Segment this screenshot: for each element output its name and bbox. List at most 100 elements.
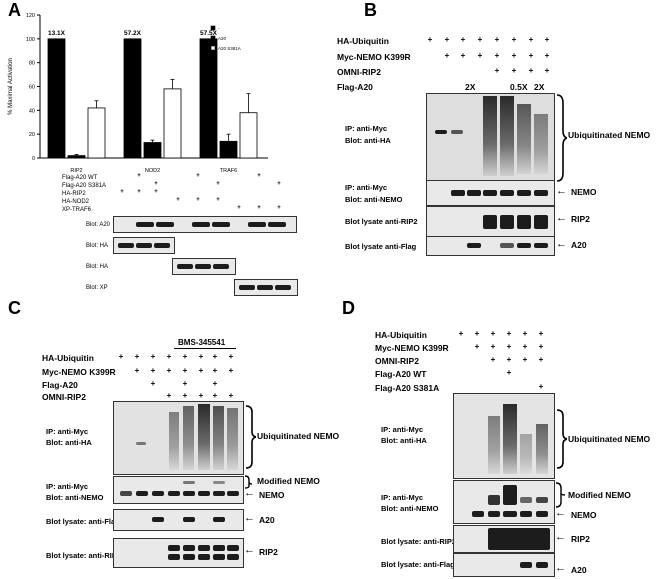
d-brace-modified <box>555 482 565 508</box>
bar-nod2-2 <box>163 88 182 159</box>
category-label-1: NOD2 <box>145 168 160 174</box>
c-ann-a20: A20 <box>259 515 275 525</box>
gridA-plus-r3-c4: + <box>196 197 200 203</box>
d-row3: Blot lysate: anti-RIP2 <box>381 537 457 546</box>
b-ann-rip2: RIP2 <box>571 214 590 224</box>
gridC-plus-r0-c7: + <box>228 352 234 361</box>
gridB-plus-r0-c2: + <box>460 35 466 44</box>
blot-a-label-4: Blot: XP <box>86 285 108 291</box>
gridB-plus-r1-c4: + <box>494 51 500 60</box>
gridC-plus-r1-c1: + <box>134 366 140 375</box>
gridA-plus-r4-c6: + <box>237 205 241 211</box>
gridB-plus-r2-c6: + <box>528 66 534 75</box>
b-dose-2: 0.5X <box>510 82 528 92</box>
gridA-plus-r1-c8: + <box>277 181 281 187</box>
c-ann-ub-nemo: Ubiquitinated NEMO <box>257 431 340 441</box>
gridA-plus-r2-c2: + <box>154 189 158 195</box>
gridC-plus-r3-c3: + <box>166 391 172 400</box>
gridB-plus-r1-c1: + <box>444 51 450 60</box>
gridD-plus-r1-c1: + <box>474 342 480 351</box>
gridD-plus-r0-c5: + <box>538 329 544 338</box>
legend-label-0: - <box>218 26 220 31</box>
gridD-plus-r4-c5: + <box>538 382 544 391</box>
gridB-plus-r2-c4: + <box>494 66 500 75</box>
d-row4: Blot lysate: anti-Flag <box>381 560 455 569</box>
c-row2-blot: Blot: anti-NEMO <box>46 493 104 502</box>
gridA-plus-r1-c5: + <box>216 181 220 187</box>
gridC-plus-r1-c6: + <box>212 366 218 375</box>
blot-b-rip2 <box>426 206 555 238</box>
d-arrow-a20: ← <box>555 562 566 574</box>
gridB-plus-r0-c4: + <box>494 35 500 44</box>
blot-a-label-1: Blot: A20 <box>86 222 111 228</box>
legend-swatch-2 <box>210 45 216 51</box>
c-cond-ha-ub: HA-Ubiquitin <box>42 353 94 363</box>
b-dose-3: 2X <box>534 82 545 92</box>
b-cond-flag-a20: Flag-A20 <box>337 82 373 92</box>
gridC-plus-r2-c2: + <box>150 379 156 388</box>
blot-d-flag <box>453 553 555 577</box>
y-tick-label-3: 60 <box>29 85 35 91</box>
y-tick-label-4: 80 <box>29 61 35 67</box>
gridB-plus-r0-c0: + <box>427 35 433 44</box>
y-tick-label-5: 100 <box>26 37 35 43</box>
fold-label-1: 57.2X <box>124 30 142 37</box>
gridB-plus-r1-c5: + <box>511 51 517 60</box>
cond-xp-traf6: XP-TRAF6 <box>62 207 92 213</box>
blot-a-xp-traf6 <box>234 279 298 296</box>
d-ann-nemo: NEMO <box>571 510 597 520</box>
fold-label-0: 13.1X <box>48 30 66 37</box>
c-cond-flag-a20: Flag-A20 <box>42 380 78 390</box>
b-arrow-a20: ← <box>556 238 567 250</box>
gridC-plus-r2-c4: + <box>182 379 188 388</box>
gridA-plus-r4-c8: + <box>277 205 281 211</box>
y-tick-label-0: 0 <box>32 156 35 162</box>
c-brace-modified <box>244 475 252 489</box>
gridC-plus-r3-c4: + <box>182 391 188 400</box>
c-ann-rip2: RIP2 <box>259 547 278 557</box>
cond-a20-wt: Flag-A20 WT <box>62 175 98 181</box>
gridA-plus-r0-c7: + <box>257 173 261 179</box>
b-arrow-rip2: ← <box>556 212 567 224</box>
gridA-plus-r3-c3: + <box>176 197 180 203</box>
b-arrow-nemo: ← <box>556 185 567 197</box>
gridA-plus-r0-c4: + <box>196 173 200 179</box>
d-brace-ubiquitinated <box>556 409 567 469</box>
gridC-plus-r0-c3: + <box>166 352 172 361</box>
c-inhibitor-bar <box>174 348 236 349</box>
c-brace-ubiquitinated <box>245 405 256 469</box>
blot-c-nemo <box>113 476 244 504</box>
bar-traf6-1 <box>219 140 238 159</box>
gridD-plus-r0-c3: + <box>506 329 512 338</box>
gridC-plus-r0-c6: + <box>212 352 218 361</box>
gridD-plus-r3-c3: + <box>506 368 512 377</box>
gridB-plus-r2-c7: + <box>544 66 550 75</box>
gridC-plus-r0-c4: + <box>182 352 188 361</box>
gridD-plus-r0-c0: + <box>458 329 464 338</box>
gridB-plus-r1-c6: + <box>528 51 534 60</box>
b-row1-ip: IP: anti-Myc <box>345 124 388 133</box>
d-ann-rip2: RIP2 <box>571 534 590 544</box>
gridC-plus-r3-c6: + <box>212 391 218 400</box>
fold-label-2: 57.5X <box>200 30 218 37</box>
d-cond-myc-nemo: Myc-NEMO K399R <box>375 343 449 353</box>
gridC-plus-r1-c3: + <box>166 366 172 375</box>
gridC-plus-r2-c6: + <box>212 379 218 388</box>
b-row2-blot: Blot: anti-NEMO <box>345 195 403 204</box>
bar-traf6-2 <box>239 112 258 159</box>
d-ann-ub-nemo: Ubiquitinated NEMO <box>568 434 651 444</box>
gridD-plus-r0-c4: + <box>522 329 528 338</box>
y-tick-label-1: 20 <box>29 132 35 138</box>
blot-d-ubiquitinated <box>453 393 555 479</box>
y-tick-label-2: 40 <box>29 108 35 114</box>
blot-d-nemo <box>453 480 555 524</box>
gridD-plus-r2-c5: + <box>538 355 544 364</box>
c-row2-ip: IP: anti-Myc <box>46 482 89 491</box>
gridA-plus-r2-c1: + <box>137 189 141 195</box>
gridC-plus-r1-c2: + <box>150 366 156 375</box>
bar-rip2-2 <box>87 107 106 159</box>
d-cond-a20-s381a: Flag-A20 S381A <box>375 383 440 393</box>
blot-a-ha-nod2 <box>172 258 236 275</box>
cond-a20-s381a: Flag-A20 S381A <box>62 183 107 189</box>
legend-label-1: A20 <box>218 36 227 41</box>
